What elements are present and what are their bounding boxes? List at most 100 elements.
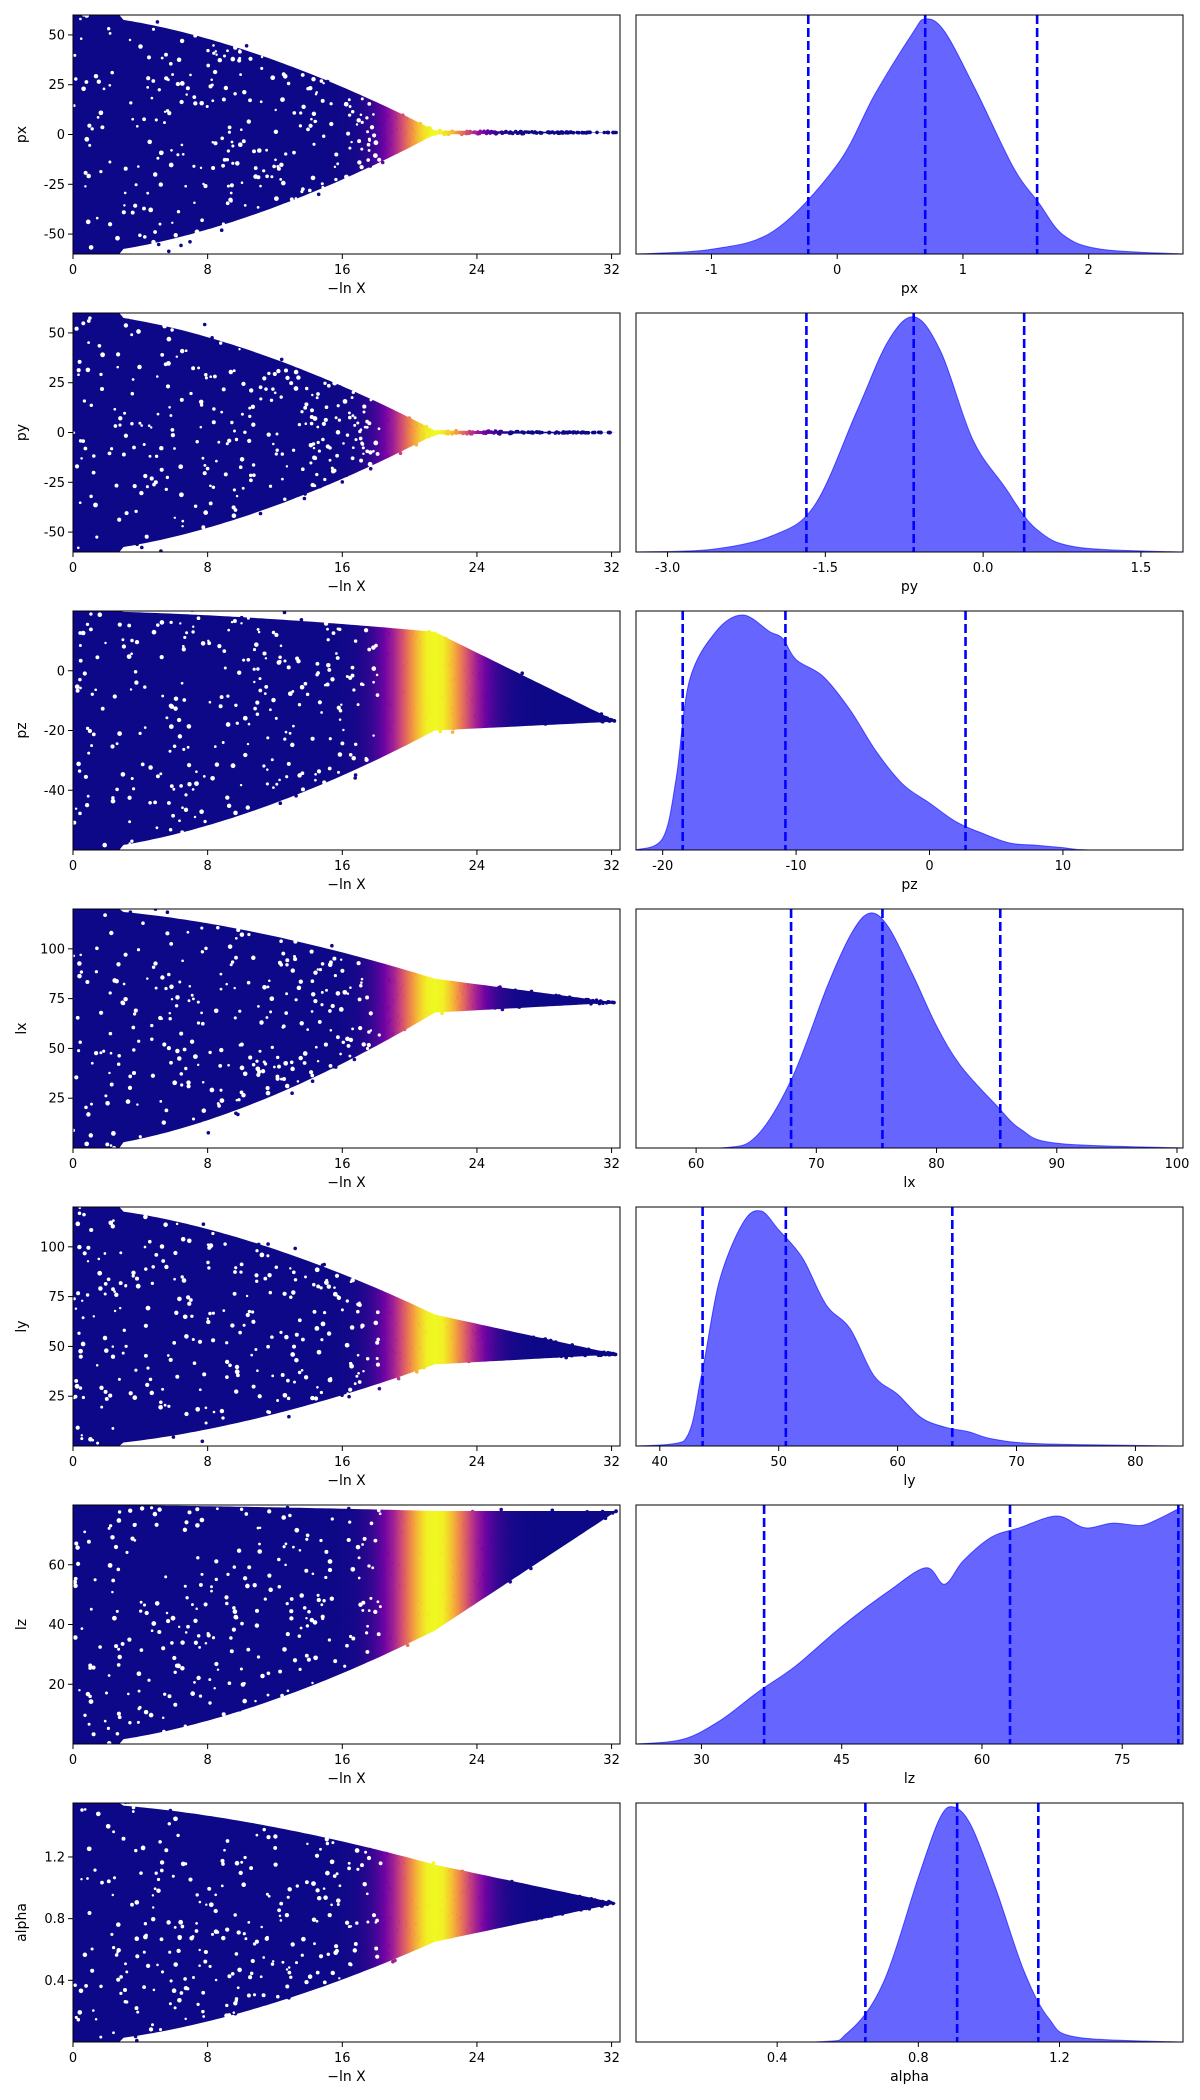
- trace-point: [273, 1853, 278, 1857]
- trace-gap: [163, 1692, 167, 1696]
- trace-gap: [357, 1302, 362, 1308]
- trace-point: [160, 492, 165, 497]
- trace-point: [432, 130, 437, 135]
- trace-gap: [98, 110, 104, 116]
- trace-point: [248, 635, 253, 639]
- trace-point: [548, 690, 552, 694]
- trace-point: [289, 1358, 294, 1363]
- trace-gap: [118, 1306, 122, 1310]
- trace-axes-frame: [72, 1802, 621, 2043]
- trace-gap: [237, 142, 243, 148]
- trace-point: [228, 1622, 233, 1627]
- trace-gap: [243, 1855, 247, 1860]
- trace-point: [123, 415, 127, 420]
- trace-gap: [135, 1283, 141, 1289]
- trace-gap: [81, 86, 86, 92]
- trace-point: [381, 1373, 386, 1378]
- trace-point: [299, 959, 303, 963]
- trace-point: [225, 1964, 229, 1969]
- trace-point: [127, 974, 132, 979]
- trace-point: [175, 643, 179, 647]
- trace-point: [377, 135, 382, 139]
- trace-point: [80, 1061, 85, 1065]
- trace-gap: [74, 464, 80, 469]
- trace-gap: [183, 1724, 187, 1728]
- trace-point: [571, 998, 575, 1003]
- trace-point: [311, 1562, 316, 1566]
- trace-gap: [243, 430, 247, 435]
- trace-point: [73, 1246, 76, 1250]
- trace-point: [399, 633, 404, 638]
- trace-gap: [148, 765, 153, 770]
- trace-gap: [312, 1282, 316, 1287]
- trace-gap: [270, 175, 274, 179]
- trace-gap: [77, 1331, 81, 1335]
- trace-gap: [316, 769, 322, 774]
- trace-point: [561, 1539, 565, 1543]
- trace-point: [97, 1500, 101, 1504]
- trace-gap: [361, 1042, 366, 1047]
- trace-gap: [314, 93, 318, 96]
- trace-point: [132, 404, 137, 408]
- trace-gap: [288, 1513, 292, 1518]
- trace-gap: [285, 1601, 289, 1606]
- trace-point: [326, 1887, 331, 1892]
- trace-gap: [231, 505, 236, 510]
- trace-point: [132, 50, 137, 54]
- trace-point: [462, 1550, 467, 1554]
- trace-point: [260, 1519, 265, 1524]
- trace-gap: [121, 210, 126, 215]
- trace-gap: [149, 476, 154, 481]
- trace-gap: [330, 1517, 334, 1521]
- trace-gap: [184, 1334, 189, 1339]
- posterior-x-tick-label: 0: [925, 859, 933, 874]
- trace-gap: [242, 658, 246, 662]
- trace-point: [227, 479, 232, 484]
- trace-gap: [186, 1084, 191, 1089]
- trace-point: [325, 1936, 330, 1941]
- trace-point: [256, 1906, 261, 1910]
- trace-point: [110, 154, 115, 159]
- trace-point: [476, 1565, 480, 1569]
- trace-y-tick-label: 0.4: [44, 1974, 65, 1989]
- trace-point: [198, 210, 202, 214]
- trace-gap: [193, 1054, 198, 1059]
- trace-gap: [211, 99, 215, 103]
- trace-gap: [205, 466, 210, 471]
- trace-gap: [241, 1092, 246, 1098]
- trace-point: [272, 967, 276, 972]
- trace-gap: [131, 1810, 135, 1813]
- posterior-axes-frame: [635, 610, 1184, 851]
- trace-point: [389, 1572, 393, 1576]
- trace-gap: [340, 968, 345, 973]
- trace-point: [241, 478, 245, 483]
- trace-gap: [253, 680, 256, 684]
- trace-point: [346, 726, 350, 731]
- trace-gap: [142, 1603, 147, 1607]
- trace-gap: [331, 1841, 335, 1845]
- trace-point: [82, 1537, 87, 1542]
- trace-point: [104, 131, 109, 136]
- trace-gap: [296, 1080, 300, 1083]
- trace-point: [390, 998, 395, 1003]
- trace-gap: [271, 1960, 275, 1963]
- trace-point: [284, 1852, 288, 1857]
- trace-point: [386, 978, 391, 982]
- trace-gap: [271, 1374, 275, 1378]
- trace-gap: [108, 83, 112, 87]
- trace-point: [598, 999, 603, 1003]
- trace-point: [172, 654, 177, 659]
- trace-point: [424, 127, 429, 132]
- trace-gap: [78, 1207, 82, 1210]
- trace-gap: [372, 133, 377, 138]
- trace-point: [268, 1606, 273, 1611]
- trace-point: [371, 103, 376, 107]
- trace-point: [276, 1638, 281, 1643]
- trace-point: [330, 1048, 335, 1052]
- trace-point: [326, 110, 331, 114]
- trace-gap: [227, 1063, 230, 1067]
- trace-gap: [88, 1133, 94, 1138]
- trace-point: [156, 338, 160, 342]
- trace-gap: [282, 1545, 286, 1549]
- trace-point: [119, 149, 123, 153]
